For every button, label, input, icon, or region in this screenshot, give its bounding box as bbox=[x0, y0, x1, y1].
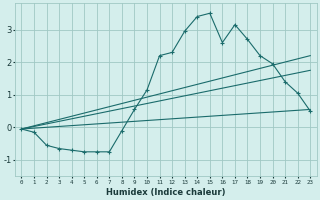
X-axis label: Humidex (Indice chaleur): Humidex (Indice chaleur) bbox=[106, 188, 226, 197]
